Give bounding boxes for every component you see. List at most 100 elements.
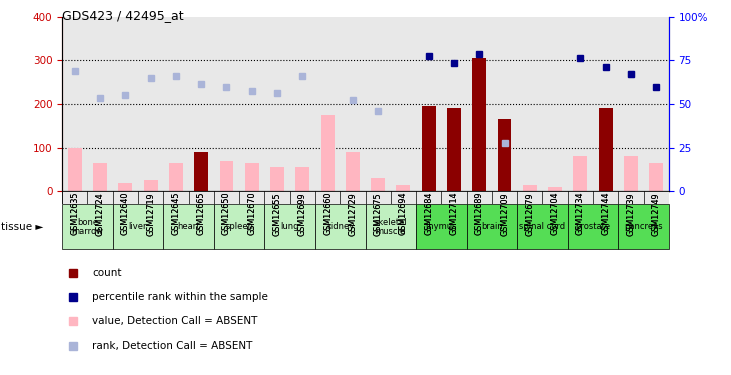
Text: GSM12694: GSM12694 bbox=[399, 192, 408, 236]
Bar bbox=[118, 183, 132, 191]
FancyBboxPatch shape bbox=[62, 191, 669, 204]
Bar bbox=[548, 187, 562, 191]
FancyBboxPatch shape bbox=[163, 204, 213, 249]
Text: value, Detection Call = ABSENT: value, Detection Call = ABSENT bbox=[92, 316, 258, 326]
Text: GSM12734: GSM12734 bbox=[576, 192, 585, 236]
Text: GSM12704: GSM12704 bbox=[550, 192, 560, 236]
FancyBboxPatch shape bbox=[315, 204, 366, 249]
Text: GSM12729: GSM12729 bbox=[349, 192, 357, 236]
FancyBboxPatch shape bbox=[416, 204, 466, 249]
Text: count: count bbox=[92, 268, 122, 278]
Text: prostate: prostate bbox=[575, 222, 610, 231]
Text: GSM12699: GSM12699 bbox=[298, 192, 307, 236]
Text: liver: liver bbox=[129, 222, 147, 231]
FancyBboxPatch shape bbox=[466, 204, 518, 249]
FancyBboxPatch shape bbox=[265, 204, 315, 249]
Bar bbox=[422, 106, 436, 191]
Text: GSM12650: GSM12650 bbox=[222, 192, 231, 236]
Text: GSM12684: GSM12684 bbox=[424, 192, 433, 235]
Text: GSM12699: GSM12699 bbox=[298, 192, 307, 236]
Bar bbox=[649, 163, 663, 191]
Bar bbox=[68, 148, 82, 191]
Text: GSM12665: GSM12665 bbox=[197, 192, 205, 236]
Bar bbox=[194, 159, 208, 191]
Text: GSM12709: GSM12709 bbox=[500, 192, 509, 236]
Text: GSM12635: GSM12635 bbox=[70, 192, 79, 236]
FancyBboxPatch shape bbox=[518, 204, 568, 249]
Text: GSM12689: GSM12689 bbox=[474, 192, 484, 236]
FancyBboxPatch shape bbox=[113, 204, 163, 249]
Text: GSM12645: GSM12645 bbox=[171, 192, 181, 236]
FancyBboxPatch shape bbox=[62, 204, 113, 249]
Text: GSM12655: GSM12655 bbox=[273, 192, 281, 236]
Text: brain: brain bbox=[481, 222, 503, 231]
Text: GSM12724: GSM12724 bbox=[96, 192, 105, 236]
Bar bbox=[321, 115, 335, 191]
Text: GSM12665: GSM12665 bbox=[197, 192, 205, 236]
Text: thymus: thymus bbox=[425, 222, 457, 231]
Bar bbox=[144, 180, 158, 191]
Text: GSM12744: GSM12744 bbox=[601, 192, 610, 236]
Text: GSM12729: GSM12729 bbox=[349, 192, 357, 236]
Text: GSM12670: GSM12670 bbox=[247, 192, 257, 236]
FancyBboxPatch shape bbox=[568, 204, 618, 249]
Bar bbox=[573, 156, 587, 191]
Text: GSM12679: GSM12679 bbox=[526, 192, 534, 236]
Text: GSM12744: GSM12744 bbox=[601, 192, 610, 236]
Bar bbox=[472, 58, 486, 191]
Text: lung: lung bbox=[281, 222, 299, 231]
Bar bbox=[346, 152, 360, 191]
Text: GSM12675: GSM12675 bbox=[374, 192, 382, 236]
Text: GSM12645: GSM12645 bbox=[171, 192, 181, 236]
Text: GSM12749: GSM12749 bbox=[652, 192, 661, 236]
Bar bbox=[396, 185, 410, 191]
Text: skeletal
muscle: skeletal muscle bbox=[374, 217, 407, 236]
Text: GSM12724: GSM12724 bbox=[96, 192, 105, 236]
Text: GSM12704: GSM12704 bbox=[550, 192, 560, 236]
Bar bbox=[523, 185, 537, 191]
Text: GSM12670: GSM12670 bbox=[247, 192, 257, 236]
Text: GSM12660: GSM12660 bbox=[323, 192, 332, 235]
Bar bbox=[169, 163, 183, 191]
Bar bbox=[599, 108, 613, 191]
FancyBboxPatch shape bbox=[213, 204, 265, 249]
Bar bbox=[245, 163, 259, 191]
Text: GSM12739: GSM12739 bbox=[626, 192, 635, 236]
Text: GSM12709: GSM12709 bbox=[500, 192, 509, 236]
FancyBboxPatch shape bbox=[618, 204, 669, 249]
Text: GSM12650: GSM12650 bbox=[222, 192, 231, 236]
Text: GSM12640: GSM12640 bbox=[121, 192, 130, 235]
FancyBboxPatch shape bbox=[366, 204, 416, 249]
Text: GSM12719: GSM12719 bbox=[146, 192, 155, 236]
Text: GSM12734: GSM12734 bbox=[576, 192, 585, 236]
Text: GSM12640: GSM12640 bbox=[121, 192, 130, 235]
Text: GDS423 / 42495_at: GDS423 / 42495_at bbox=[62, 9, 183, 22]
Text: kidney: kidney bbox=[326, 222, 355, 231]
Text: percentile rank within the sample: percentile rank within the sample bbox=[92, 292, 268, 302]
Bar bbox=[194, 152, 208, 191]
Bar bbox=[624, 156, 638, 191]
Bar bbox=[498, 119, 512, 191]
Text: GSM12660: GSM12660 bbox=[323, 192, 332, 235]
Text: GSM12714: GSM12714 bbox=[450, 192, 458, 236]
Text: GSM12675: GSM12675 bbox=[374, 192, 382, 236]
Bar bbox=[219, 161, 233, 191]
Text: GSM12749: GSM12749 bbox=[652, 192, 661, 236]
Bar bbox=[371, 178, 385, 191]
Text: heart: heart bbox=[178, 222, 200, 231]
Text: spinal cord: spinal cord bbox=[520, 222, 566, 231]
Bar bbox=[93, 163, 107, 191]
Text: pancreas: pancreas bbox=[624, 222, 663, 231]
Text: GSM12679: GSM12679 bbox=[526, 192, 534, 236]
Text: GSM12655: GSM12655 bbox=[273, 192, 281, 236]
Text: GSM12694: GSM12694 bbox=[399, 192, 408, 236]
Bar bbox=[270, 167, 284, 191]
Text: GSM12739: GSM12739 bbox=[626, 192, 635, 236]
Bar bbox=[295, 167, 309, 191]
Text: GSM12719: GSM12719 bbox=[146, 192, 155, 236]
Text: spleen: spleen bbox=[225, 222, 253, 231]
Bar bbox=[447, 108, 461, 191]
Text: tissue ►: tissue ► bbox=[1, 222, 43, 232]
Text: GSM12689: GSM12689 bbox=[474, 192, 484, 236]
Text: GSM12714: GSM12714 bbox=[450, 192, 458, 236]
